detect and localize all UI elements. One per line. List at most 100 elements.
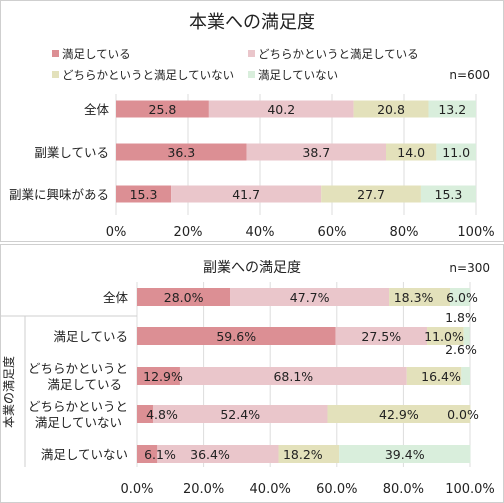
legend-label: どちらかというと満足している	[258, 47, 419, 61]
data-label: 38.7	[302, 145, 330, 160]
bar-segment	[420, 185, 476, 203]
sample-size-note: n=300	[449, 261, 490, 275]
data-label: 42.9%	[379, 407, 419, 422]
bar-segment	[406, 367, 462, 385]
bar-segment	[137, 445, 158, 463]
bar-segment	[171, 185, 322, 203]
data-label: 59.6%	[216, 329, 256, 344]
x-tick-label: 20.0%	[183, 482, 224, 497]
bar-segment	[208, 100, 354, 118]
chart-title: 副業への満足度	[203, 260, 301, 276]
legend-swatch	[52, 50, 59, 57]
y-category-label: 満足していない	[35, 415, 122, 430]
x-tick-label: 60%	[318, 225, 347, 240]
bar-segment	[389, 288, 451, 306]
data-label: 36.3	[167, 145, 195, 160]
y-category-label: 副業している	[34, 145, 109, 160]
bar-segment	[461, 367, 470, 385]
bar-segment	[137, 327, 336, 345]
y-category-label: 全体	[84, 102, 110, 117]
bar-segment	[386, 143, 437, 161]
data-label: 39.4%	[385, 447, 425, 462]
bar-segment	[339, 445, 471, 463]
y-category-label: 満足している	[47, 377, 122, 392]
chart-title: 本業への満足度	[189, 12, 315, 33]
legend-swatch	[52, 71, 59, 78]
x-tick-label: 60.0%	[316, 482, 357, 497]
panel-frame-top	[0, 0, 504, 242]
x-tick-label: 0.0%	[120, 482, 153, 497]
legend-swatch	[248, 71, 255, 78]
bar-segment	[327, 405, 471, 423]
bar-segment	[463, 327, 470, 345]
x-tick-label: 0%	[106, 225, 127, 240]
bar-segment	[230, 288, 390, 306]
data-label: 40.2	[267, 102, 295, 117]
bar-segment	[427, 327, 464, 345]
data-label: 6.0%	[446, 290, 478, 305]
data-label: 2.6%	[445, 342, 477, 357]
y-category-label: 満足していない	[41, 447, 128, 462]
bar-segment	[137, 288, 231, 306]
bar-segment	[335, 327, 428, 345]
bar-segment	[428, 100, 476, 118]
data-label: 15.3	[435, 187, 463, 202]
y-category-label: どちらかというと	[28, 361, 128, 376]
data-label: 41.7	[232, 187, 260, 202]
bar-segment	[450, 288, 470, 306]
data-label: 68.1%	[273, 369, 313, 384]
data-label: 18.3%	[394, 290, 434, 305]
data-label: 1.8%	[445, 310, 477, 325]
data-label: 0.0%	[447, 407, 479, 422]
y-category-label: 全体	[103, 290, 129, 305]
x-tick-label: 20%	[174, 225, 203, 240]
data-label: 25.8	[149, 102, 177, 117]
bar-segment	[278, 445, 340, 463]
data-label: 27.7	[357, 187, 385, 202]
data-label: 12.9%	[143, 369, 183, 384]
bar-segment	[137, 405, 153, 423]
bar-segment	[353, 100, 429, 118]
data-label: 16.4%	[421, 369, 461, 384]
bar-segment	[137, 367, 180, 385]
bar-segment	[116, 143, 247, 161]
bar-segment	[321, 185, 421, 203]
legend-label: 満足していない	[258, 68, 338, 82]
data-label: 13.2	[438, 102, 466, 117]
data-label: 11.0	[442, 145, 470, 160]
data-label: 27.5%	[361, 329, 401, 344]
sample-size-note: n=600	[449, 68, 490, 82]
data-label: 36.4%	[190, 447, 230, 462]
bar-segment	[246, 143, 386, 161]
bar-segment	[179, 367, 407, 385]
data-label: 52.4%	[220, 407, 260, 422]
data-label: 47.7%	[290, 290, 330, 305]
bar-segment	[157, 445, 279, 463]
data-label: 4.8%	[146, 407, 178, 422]
bar-segment	[116, 185, 172, 203]
bar-segment	[152, 405, 328, 423]
x-tick-label: 100.0%	[445, 482, 495, 497]
data-label: 18.2%	[283, 447, 323, 462]
data-label: 15.3	[130, 187, 158, 202]
x-tick-label: 80%	[390, 225, 419, 240]
bar-segment	[116, 100, 209, 118]
legend-swatch	[248, 50, 255, 57]
x-tick-label: 100%	[457, 225, 494, 240]
y-category-label: 副業に興味がある	[9, 187, 109, 202]
x-tick-label: 40.0%	[250, 482, 291, 497]
bar-segment	[436, 143, 476, 161]
data-label: 11.0%	[424, 329, 464, 344]
y-category-label: 満足している	[53, 329, 128, 344]
data-label: 20.8	[377, 102, 405, 117]
data-label: 28.0%	[164, 290, 204, 305]
x-tick-label: 80.0%	[383, 482, 424, 497]
data-label: 6.1%	[144, 447, 176, 462]
legend-label: どちらかというと満足していない	[62, 68, 234, 82]
x-tick-label: 40%	[246, 225, 275, 240]
legend-label: 満足している	[62, 47, 131, 61]
row-group-label: 本業の満足度	[1, 356, 16, 428]
y-category-label: どちらかというと	[28, 399, 128, 414]
data-label: 14.0	[397, 145, 425, 160]
